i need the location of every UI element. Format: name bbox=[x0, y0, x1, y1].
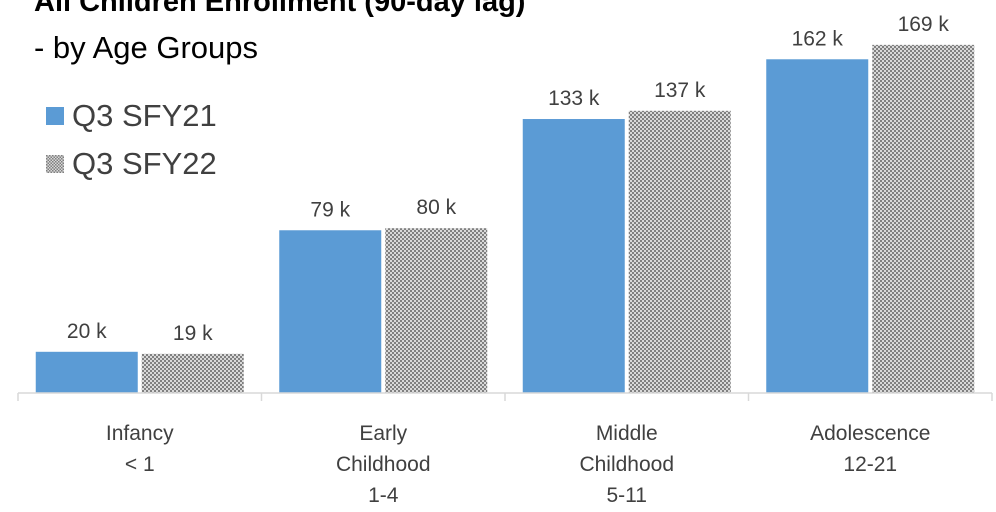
data-label: 79 k bbox=[310, 198, 350, 221]
bar-q3-sfy21-3 bbox=[766, 59, 869, 393]
data-label: 133 k bbox=[548, 87, 600, 110]
bar-q3-sfy21-1 bbox=[279, 230, 382, 393]
legend-item-q3-sfy21: Q3 SFY21 bbox=[46, 92, 217, 140]
category-label: Middle bbox=[596, 422, 658, 445]
category-label: < 1 bbox=[125, 453, 155, 476]
bar-q3-sfy21-2 bbox=[522, 119, 625, 394]
bar-q3-sfy22-0 bbox=[141, 353, 244, 393]
category-label: 1-4 bbox=[368, 484, 399, 507]
legend-swatch-q3-sfy22 bbox=[46, 155, 64, 173]
data-label: 162 k bbox=[792, 27, 844, 50]
category-label: 12-21 bbox=[843, 453, 897, 476]
bar-q3-sfy22-1 bbox=[385, 228, 488, 393]
category-label: Childhood bbox=[579, 453, 674, 476]
category-label: 5-11 bbox=[607, 484, 647, 507]
category-label: Early bbox=[359, 422, 407, 445]
data-label: 20 k bbox=[67, 320, 107, 343]
bar-q3-sfy21-0 bbox=[35, 351, 138, 393]
bar-q3-sfy22-2 bbox=[628, 110, 731, 393]
legend-label-q3-sfy22: Q3 SFY22 bbox=[72, 146, 217, 181]
category-label: Infancy bbox=[106, 422, 174, 445]
category-label: Childhood bbox=[336, 453, 431, 476]
data-label: 80 k bbox=[416, 196, 456, 219]
legend-swatch-q3-sfy21 bbox=[46, 107, 64, 125]
chart-subtitle: - by Age Groups bbox=[34, 30, 259, 65]
legend: Q3 SFY21 Q3 SFY22 bbox=[46, 92, 217, 188]
legend-item-q3-sfy22: Q3 SFY22 bbox=[46, 140, 217, 188]
category-label: Adolescence bbox=[810, 422, 930, 445]
bar-q3-sfy22-3 bbox=[872, 44, 975, 394]
legend-label-q3-sfy21: Q3 SFY21 bbox=[72, 98, 217, 133]
data-label: 19 k bbox=[173, 322, 213, 345]
chart-title: All Children Enrollment (90-day lag) bbox=[34, 0, 526, 18]
data-label: 137 k bbox=[654, 79, 706, 102]
data-label: 169 k bbox=[898, 13, 950, 36]
